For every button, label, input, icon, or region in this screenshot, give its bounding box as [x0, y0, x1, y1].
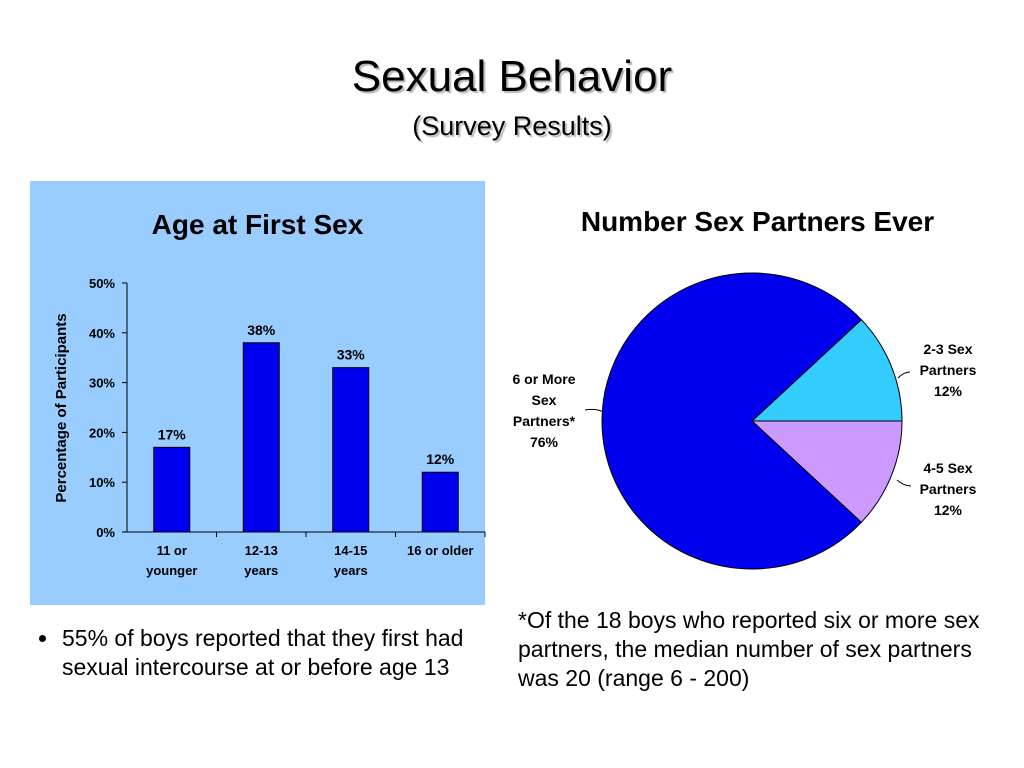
- slide-title: Sexual Behavior: [351, 52, 673, 101]
- pie-label-line: Partners*: [513, 413, 576, 429]
- y-tick-label: 40%: [89, 326, 115, 341]
- pie-label-line: 76%: [530, 434, 559, 450]
- y-tick-label: 0%: [96, 525, 115, 540]
- bar-data-label: 38%: [247, 322, 276, 338]
- pie-label-line: Sex: [532, 392, 557, 408]
- pie-slice-label: 2-3 Sex Partners 12%: [920, 341, 977, 399]
- bar-data-label: 17%: [158, 426, 187, 442]
- x-tick-label: 16 or older: [407, 543, 473, 558]
- y-tick-label: 30%: [89, 376, 115, 391]
- bar: [332, 367, 370, 533]
- bar: [242, 342, 280, 533]
- pie-label-line: 12%: [934, 383, 963, 399]
- pie-label-line: 4-5 Sex: [923, 460, 972, 476]
- bar: [153, 446, 191, 533]
- pie-slice: [750, 318, 903, 422]
- y-axis-label: Percentage of Participants: [53, 313, 70, 502]
- pie-label-line: 6 or More: [512, 371, 575, 387]
- pie-slice: [601, 272, 863, 570]
- y-tick-label: 20%: [89, 425, 115, 440]
- y-tick-label: 50%: [89, 276, 115, 291]
- slide-subtitle: (Survey Results): [412, 111, 612, 141]
- x-tick-label: years: [244, 563, 278, 578]
- x-tick-label: years: [334, 563, 368, 578]
- pie-slice-label: 6 or More Sex Partners* 76%: [512, 371, 575, 450]
- x-tick-label: 11 or: [157, 543, 187, 558]
- x-tick-label: younger: [146, 563, 197, 578]
- leader-line: [584, 408, 605, 413]
- pie-slice: [750, 420, 903, 524]
- x-tick-label: 14-15: [334, 543, 367, 558]
- bar-chart-title: Age at First Sex: [151, 209, 364, 240]
- pie-label-line: Partners: [920, 362, 977, 378]
- pie-label-line: 12%: [934, 502, 963, 518]
- bullet-item: 55% of boys reported that they first had…: [60, 624, 480, 682]
- footnote: *Of the 18 boys who reported six or more…: [518, 607, 980, 691]
- pie-slice-label: 4-5 Sex Partners 12%: [920, 460, 977, 518]
- leader-line: [897, 371, 911, 379]
- bar-data-label: 33%: [337, 347, 366, 363]
- bullet-note: 55% of boys reported that they first had…: [40, 624, 480, 682]
- y-tick-label: 10%: [89, 475, 115, 490]
- pie-label-line: 2-3 Sex: [923, 341, 972, 357]
- pie-chart-title: Number Sex Partners Ever: [580, 206, 935, 237]
- x-tick-label: 12-13: [245, 543, 278, 558]
- leader-line: [896, 479, 912, 487]
- bar: [421, 471, 459, 533]
- pie-label-line: Partners: [920, 481, 977, 497]
- bar-data-label: 12%: [426, 451, 455, 467]
